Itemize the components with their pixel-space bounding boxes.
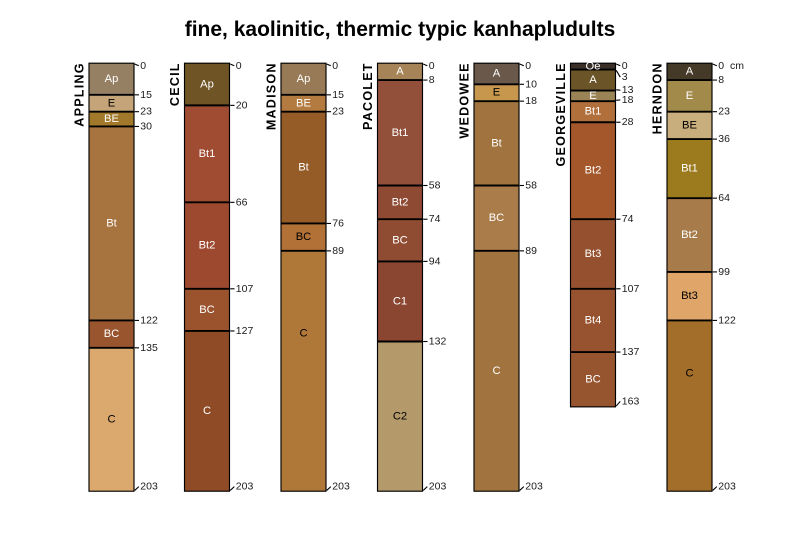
svg-text:Bt2: Bt2: [681, 229, 698, 241]
svg-text:Ap: Ap: [200, 78, 214, 90]
svg-text:137: 137: [622, 346, 640, 358]
svg-text:74: 74: [429, 213, 441, 225]
svg-text:C1: C1: [393, 295, 407, 307]
svg-text:58: 58: [429, 179, 441, 191]
svg-text:C: C: [299, 328, 307, 340]
svg-text:Bt2: Bt2: [392, 196, 409, 208]
svg-text:8: 8: [718, 74, 724, 86]
svg-text:Bt2: Bt2: [199, 240, 216, 252]
svg-text:BC: BC: [489, 212, 505, 224]
svg-text:E: E: [686, 90, 693, 102]
svg-text:BC: BC: [296, 231, 312, 243]
svg-text:23: 23: [140, 106, 152, 118]
svg-text:58: 58: [525, 179, 537, 191]
svg-text:94: 94: [429, 255, 441, 267]
svg-text:Bt: Bt: [106, 217, 117, 229]
svg-text:Bt4: Bt4: [585, 314, 602, 326]
svg-text:99: 99: [718, 266, 730, 278]
svg-text:0: 0: [429, 60, 435, 72]
svg-text:Ap: Ap: [105, 73, 119, 85]
svg-text:203: 203: [140, 481, 158, 493]
svg-text:A: A: [396, 66, 404, 78]
svg-text:Bt3: Bt3: [585, 248, 602, 260]
svg-text:C: C: [685, 368, 693, 380]
svg-text:18: 18: [622, 94, 634, 106]
svg-text:203: 203: [332, 481, 350, 493]
svg-text:BE: BE: [682, 119, 697, 131]
svg-text:122: 122: [718, 314, 736, 326]
svg-text:A: A: [493, 68, 501, 80]
svg-text:MADISON: MADISON: [265, 62, 279, 130]
svg-text:Bt1: Bt1: [199, 148, 216, 160]
svg-text:10: 10: [525, 78, 537, 90]
svg-text:WEDOWEE: WEDOWEE: [458, 62, 472, 138]
svg-text:E: E: [493, 87, 500, 99]
svg-text:Bt1: Bt1: [392, 127, 409, 139]
svg-text:0: 0: [622, 60, 628, 72]
svg-text:E: E: [589, 90, 596, 102]
svg-text:Bt: Bt: [298, 162, 309, 174]
svg-text:89: 89: [525, 245, 537, 257]
svg-text:28: 28: [622, 116, 634, 128]
svg-text:Oe: Oe: [586, 60, 601, 72]
svg-text:74: 74: [622, 213, 634, 225]
svg-text:203: 203: [718, 481, 736, 493]
svg-text:89: 89: [332, 245, 344, 257]
svg-text:Bt1: Bt1: [681, 163, 698, 175]
svg-text:HERNDON: HERNDON: [651, 62, 665, 134]
svg-text:A: A: [589, 74, 597, 86]
svg-text:8: 8: [429, 74, 435, 86]
svg-text:C: C: [492, 365, 500, 377]
svg-text:23: 23: [718, 106, 730, 118]
svg-text:203: 203: [525, 481, 543, 493]
svg-text:13: 13: [622, 84, 634, 96]
svg-text:0: 0: [332, 60, 338, 72]
svg-text:107: 107: [236, 283, 254, 295]
svg-text:Bt3: Bt3: [681, 290, 698, 302]
svg-text:E: E: [108, 97, 115, 109]
svg-text:0: 0: [525, 60, 531, 72]
svg-text:BC: BC: [104, 328, 120, 340]
svg-text:23: 23: [332, 106, 344, 118]
svg-text:64: 64: [718, 192, 730, 204]
svg-text:203: 203: [236, 481, 254, 493]
svg-text:APPLING: APPLING: [73, 62, 87, 126]
svg-text:66: 66: [236, 196, 248, 208]
svg-text:0: 0: [140, 60, 146, 72]
svg-text:fine, kaolinitic, thermic typi: fine, kaolinitic, thermic typic kanhaplu…: [185, 18, 616, 41]
svg-text:20: 20: [236, 99, 248, 111]
svg-text:203: 203: [429, 481, 447, 493]
svg-text:Bt2: Bt2: [585, 165, 602, 177]
svg-text:BE: BE: [104, 113, 119, 125]
svg-text:C: C: [203, 405, 211, 417]
svg-text:15: 15: [140, 89, 152, 101]
svg-text:BC: BC: [585, 373, 601, 385]
svg-text:Bt1: Bt1: [585, 106, 602, 118]
svg-text:PACOLET: PACOLET: [361, 62, 375, 130]
svg-text:A: A: [686, 66, 694, 78]
svg-text:163: 163: [622, 395, 640, 407]
svg-text:18: 18: [525, 95, 537, 107]
svg-text:127: 127: [236, 325, 254, 337]
svg-text:36: 36: [718, 133, 730, 145]
svg-text:0: 0: [236, 60, 242, 72]
svg-text:122: 122: [140, 314, 158, 326]
svg-text:107: 107: [622, 283, 640, 295]
svg-text:30: 30: [140, 120, 152, 132]
svg-text:132: 132: [429, 336, 447, 348]
svg-text:3: 3: [622, 71, 628, 83]
svg-text:135: 135: [140, 342, 158, 354]
svg-text:BC: BC: [392, 234, 408, 246]
svg-text:BE: BE: [296, 97, 311, 109]
svg-text:C2: C2: [393, 410, 407, 422]
svg-text:0 cm: 0 cm: [718, 60, 744, 72]
svg-text:Bt: Bt: [491, 137, 502, 149]
svg-text:Ap: Ap: [297, 73, 311, 85]
svg-text:BC: BC: [199, 304, 215, 316]
svg-text:C: C: [107, 414, 115, 426]
svg-text:76: 76: [332, 217, 344, 229]
svg-text:15: 15: [332, 89, 344, 101]
svg-text:GEORGEVILLE: GEORGEVILLE: [554, 62, 568, 166]
svg-text:CECIL: CECIL: [168, 62, 182, 106]
